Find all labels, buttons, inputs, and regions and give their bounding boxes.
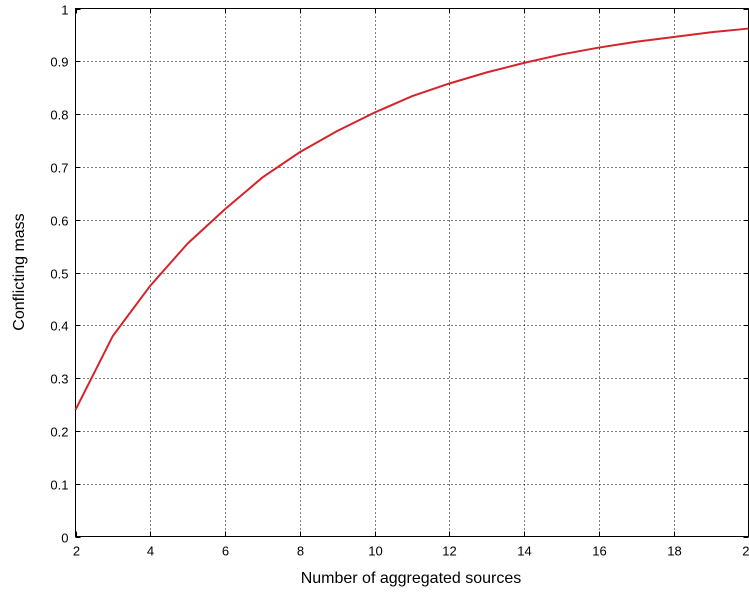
y-tick-label: 0.7 (50, 161, 68, 176)
series-layer (74, 27, 749, 411)
y-tick-label: 0.9 (50, 55, 68, 70)
y-tick-label: 0.3 (50, 372, 68, 387)
y-tick-label: 0 (61, 531, 68, 546)
grid (75, 8, 749, 537)
x-tick-label: 18 (667, 544, 681, 559)
axis-ticks: 2 4 6 8 10 12 14 16 18 20 0 0.1 0.2 0.3 0.4 0.5 0.6 0.7 0.… (50, 3, 749, 559)
x-tick-label: 4 (147, 544, 154, 559)
y-tick-label: 0.8 (50, 108, 68, 123)
x-tick-label: 20 (742, 544, 749, 559)
x-axis-title: Number of aggregated sources (301, 570, 522, 587)
y-tick-label: 0.1 (50, 478, 68, 493)
y-tick-label: 0.6 (50, 214, 68, 229)
plot-frame (75, 8, 749, 537)
y-tick-label: 0.2 (50, 425, 68, 440)
x-tick-label: 8 (297, 544, 304, 559)
series-line (74, 27, 749, 411)
y-axis-title: Conflicting mass (11, 213, 28, 330)
x-tick-label: 16 (592, 544, 606, 559)
y-tick-label: 0.5 (50, 267, 68, 282)
y-tick-label: 0.4 (50, 319, 68, 334)
x-tick-label: 12 (442, 544, 456, 559)
x-tick-label: 2 (73, 544, 80, 559)
x-tick-label: 14 (517, 544, 531, 559)
y-tick-label: 1 (61, 3, 68, 18)
x-tick-label: 6 (222, 544, 229, 559)
x-tick-label: 10 (368, 544, 382, 559)
